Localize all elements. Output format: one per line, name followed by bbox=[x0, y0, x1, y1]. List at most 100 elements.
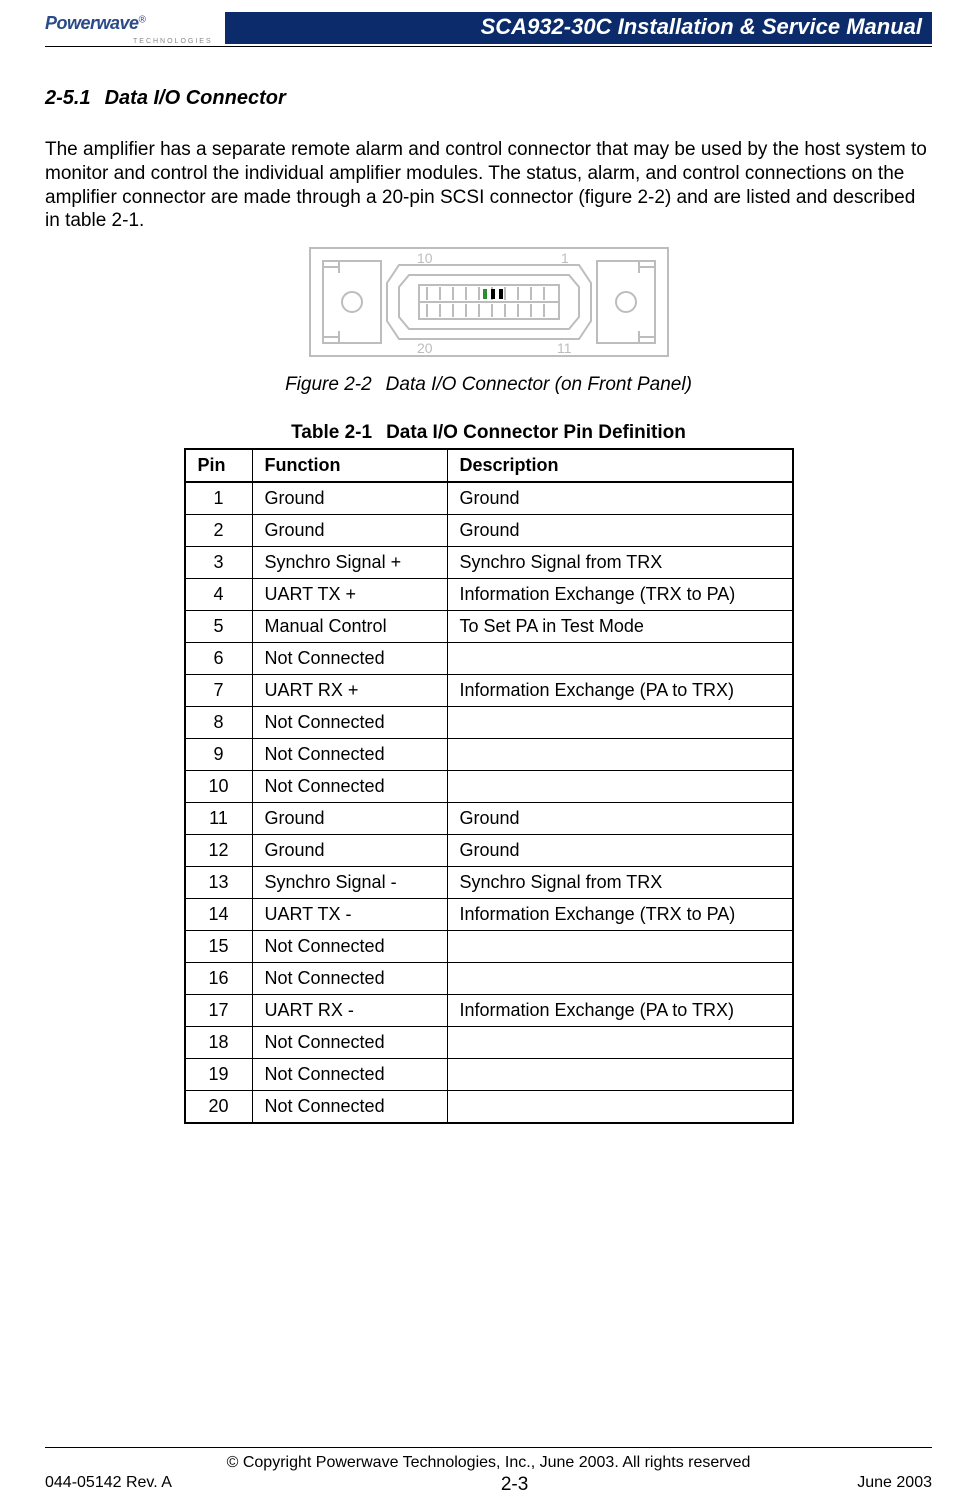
cell-description: Information Exchange (PA to TRX) bbox=[447, 675, 793, 707]
page-number: 2-3 bbox=[501, 1474, 528, 1496]
cell-pin: 13 bbox=[185, 867, 253, 899]
cell-function: Not Connected bbox=[252, 931, 447, 963]
cell-function: UART RX - bbox=[252, 995, 447, 1027]
col-header-pin: Pin bbox=[185, 449, 253, 482]
page-footer: © Copyright Powerwave Technologies, Inc.… bbox=[45, 1447, 932, 1496]
header-rule bbox=[45, 46, 932, 47]
table-row: 17UART RX -Information Exchange (PA to T… bbox=[185, 995, 793, 1027]
table-row: 7UART RX +Information Exchange (PA to TR… bbox=[185, 675, 793, 707]
cell-pin: 4 bbox=[185, 579, 253, 611]
cell-function: UART RX + bbox=[252, 675, 447, 707]
cell-function: Synchro Signal + bbox=[252, 547, 447, 579]
manual-title: SCA932-30C Installation & Service Manual bbox=[225, 12, 932, 44]
cell-description bbox=[447, 643, 793, 675]
cell-function: Ground bbox=[252, 803, 447, 835]
section-paragraph: The amplifier has a separate remote alar… bbox=[45, 138, 932, 233]
table-caption-text: Data I/O Connector Pin Definition bbox=[386, 422, 686, 443]
table-row: 4UART TX +Information Exchange (TRX to P… bbox=[185, 579, 793, 611]
footer-date: June 2003 bbox=[857, 1474, 932, 1496]
cell-description bbox=[447, 707, 793, 739]
cell-function: Not Connected bbox=[252, 739, 447, 771]
figure-label: Figure 2-2 bbox=[285, 374, 372, 395]
cell-description: Synchro Signal from TRX bbox=[447, 867, 793, 899]
cell-pin: 11 bbox=[185, 803, 253, 835]
cell-pin: 15 bbox=[185, 931, 253, 963]
cell-description bbox=[447, 771, 793, 803]
table-label: Table 2-1 bbox=[291, 422, 372, 443]
table-caption: Table 2-1 Data I/O Connector Pin Definiti… bbox=[45, 422, 932, 444]
table-row: 19Not Connected bbox=[185, 1059, 793, 1091]
cell-description: Information Exchange (TRX to PA) bbox=[447, 579, 793, 611]
cell-pin: 3 bbox=[185, 547, 253, 579]
cell-pin: 1 bbox=[185, 482, 253, 515]
logo: Powerwave® TECHNOLOGIES bbox=[45, 13, 215, 43]
pin-label-1: 1 bbox=[561, 250, 569, 266]
cell-function: Not Connected bbox=[252, 707, 447, 739]
cell-function: Not Connected bbox=[252, 963, 447, 995]
pin-label-11: 11 bbox=[557, 340, 572, 356]
footer-row: 044-05142 Rev. A 2-3 June 2003 bbox=[45, 1474, 932, 1496]
table-row: 12GroundGround bbox=[185, 835, 793, 867]
cell-pin: 7 bbox=[185, 675, 253, 707]
table-row: 6Not Connected bbox=[185, 643, 793, 675]
connector-diagram-icon: 10 1 20 11 bbox=[309, 247, 669, 357]
table-row: 5Manual ControlTo Set PA in Test Mode bbox=[185, 611, 793, 643]
cell-function: Not Connected bbox=[252, 1027, 447, 1059]
table-row: 16Not Connected bbox=[185, 963, 793, 995]
cell-function: Not Connected bbox=[252, 1091, 447, 1124]
section-heading: 2-5.1 Data I/O Connector bbox=[45, 87, 932, 110]
logo-name: Powerwave bbox=[45, 13, 139, 33]
figure-caption: Figure 2-2 Data I/O Connector (on Front P… bbox=[45, 374, 932, 396]
cell-function: UART TX - bbox=[252, 899, 447, 931]
col-header-description: Description bbox=[447, 449, 793, 482]
table-row: 9Not Connected bbox=[185, 739, 793, 771]
cell-function: Manual Control bbox=[252, 611, 447, 643]
cell-pin: 14 bbox=[185, 899, 253, 931]
cell-description: Ground bbox=[447, 515, 793, 547]
pin-label-20: 20 bbox=[417, 340, 433, 356]
cell-pin: 16 bbox=[185, 963, 253, 995]
figure-caption-text: Data I/O Connector (on Front Panel) bbox=[386, 374, 692, 395]
cell-description: Synchro Signal from TRX bbox=[447, 547, 793, 579]
cell-pin: 8 bbox=[185, 707, 253, 739]
cell-function: Ground bbox=[252, 835, 447, 867]
cell-pin: 9 bbox=[185, 739, 253, 771]
section-number: 2-5.1 bbox=[45, 87, 91, 109]
table-row: 18Not Connected bbox=[185, 1027, 793, 1059]
table-row: 11GroundGround bbox=[185, 803, 793, 835]
cell-description: Ground bbox=[447, 482, 793, 515]
pin-definition-table: Pin Function Description 1GroundGround2G… bbox=[184, 448, 794, 1124]
footer-rule bbox=[45, 1447, 932, 1448]
cell-description: To Set PA in Test Mode bbox=[447, 611, 793, 643]
cell-description bbox=[447, 1091, 793, 1124]
cell-pin: 20 bbox=[185, 1091, 253, 1124]
cell-function: Ground bbox=[252, 482, 447, 515]
cell-function: Not Connected bbox=[252, 643, 447, 675]
cell-pin: 19 bbox=[185, 1059, 253, 1091]
table-row: 14UART TX -Information Exchange (TRX to … bbox=[185, 899, 793, 931]
table-header-row: Pin Function Description bbox=[185, 449, 793, 482]
page: Powerwave® TECHNOLOGIES SCA932-30C Insta… bbox=[0, 0, 977, 1500]
cell-pin: 17 bbox=[185, 995, 253, 1027]
cell-description: Information Exchange (PA to TRX) bbox=[447, 995, 793, 1027]
cell-description: Ground bbox=[447, 803, 793, 835]
cell-description bbox=[447, 931, 793, 963]
cell-description bbox=[447, 963, 793, 995]
cell-function: Not Connected bbox=[252, 771, 447, 803]
cell-description bbox=[447, 739, 793, 771]
table-row: 3Synchro Signal +Synchro Signal from TRX bbox=[185, 547, 793, 579]
table-row: 2GroundGround bbox=[185, 515, 793, 547]
cell-description bbox=[447, 1027, 793, 1059]
col-header-function: Function bbox=[252, 449, 447, 482]
copyright-text: © Copyright Powerwave Technologies, Inc.… bbox=[45, 1454, 932, 1472]
cell-pin: 2 bbox=[185, 515, 253, 547]
table-row: 15Not Connected bbox=[185, 931, 793, 963]
logo-reg-icon: ® bbox=[139, 15, 146, 26]
cell-function: Ground bbox=[252, 515, 447, 547]
table-row: 20Not Connected bbox=[185, 1091, 793, 1124]
table-row: 8Not Connected bbox=[185, 707, 793, 739]
section-title: Data I/O Connector bbox=[105, 87, 286, 109]
cell-description bbox=[447, 1059, 793, 1091]
cell-description: Information Exchange (TRX to PA) bbox=[447, 899, 793, 931]
table-row: 1GroundGround bbox=[185, 482, 793, 515]
